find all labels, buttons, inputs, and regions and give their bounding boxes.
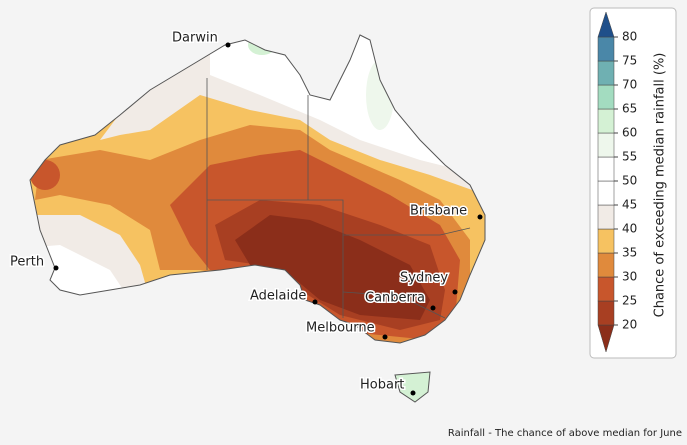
colorbar-tick-label: 35: [622, 246, 637, 260]
city-dot: [312, 299, 318, 305]
colorbar-bin: [597, 60, 615, 86]
city-label: Perth: [10, 255, 44, 270]
colorbar-bin: [597, 36, 615, 62]
colorbar-tick-label: 80: [622, 30, 637, 44]
tasmania: [394, 371, 431, 403]
colorbar-bin: [597, 108, 615, 134]
city-dot: [382, 334, 388, 340]
legend-title: Chance of exceeding median rainfall (%): [653, 53, 668, 318]
state-borders: [206, 78, 471, 319]
city-label: Brisbane: [410, 204, 467, 219]
city-label: Sydney: [400, 271, 448, 286]
colorbar-tick-label: 25: [622, 294, 637, 308]
city-dot: [225, 42, 231, 48]
city-dot: [477, 214, 483, 220]
colorbar-tick-label: 70: [622, 78, 637, 92]
city-dot: [452, 289, 458, 295]
colorbar-bin: [597, 84, 615, 110]
colorbar-above: [597, 11, 615, 38]
colorbar-tick-label: 60: [622, 126, 637, 140]
colorbar-tick-label: 40: [622, 222, 637, 236]
city-dot: [53, 265, 59, 271]
city-label: Darwin: [172, 31, 218, 46]
colorbar-bin: [597, 228, 615, 254]
colorbar-bin: [597, 276, 615, 302]
city-label: Adelaide: [250, 289, 306, 304]
colorbar-tick-label: 55: [622, 150, 637, 164]
colorbar-tick-label: 30: [622, 270, 637, 284]
coastline: [29, 34, 486, 344]
colorbar-bin: [597, 132, 615, 158]
caption: Rainfall - The chance of above median fo…: [448, 428, 682, 439]
colorbar-tick-label: 45: [622, 198, 637, 212]
colorbar-bin: [597, 300, 615, 326]
city-label: Melbourne: [306, 321, 375, 336]
city-dot: [430, 305, 436, 311]
colorbar-tick-label: 65: [622, 102, 637, 116]
colorbar-tick-label: 75: [622, 54, 637, 68]
colorbar-bin: [597, 156, 615, 182]
city-dot: [410, 390, 416, 396]
city-label: Canberra: [365, 291, 425, 306]
colorbar-bin: [597, 252, 615, 278]
city-label: Hobart: [360, 378, 404, 393]
cities: Darwin Brisbane Perth Adelaide Sydney Canberr…: [9, 29, 483, 396]
colorbar-tick-label: 20: [622, 318, 637, 332]
colorbar-bin: [597, 180, 615, 206]
legend: 20 25 30 35 40 45 50 55 60 65 70 75 80: [597, 11, 637, 353]
colorbar-bin: [597, 204, 615, 230]
colorbar-tick-label: 50: [622, 174, 637, 188]
